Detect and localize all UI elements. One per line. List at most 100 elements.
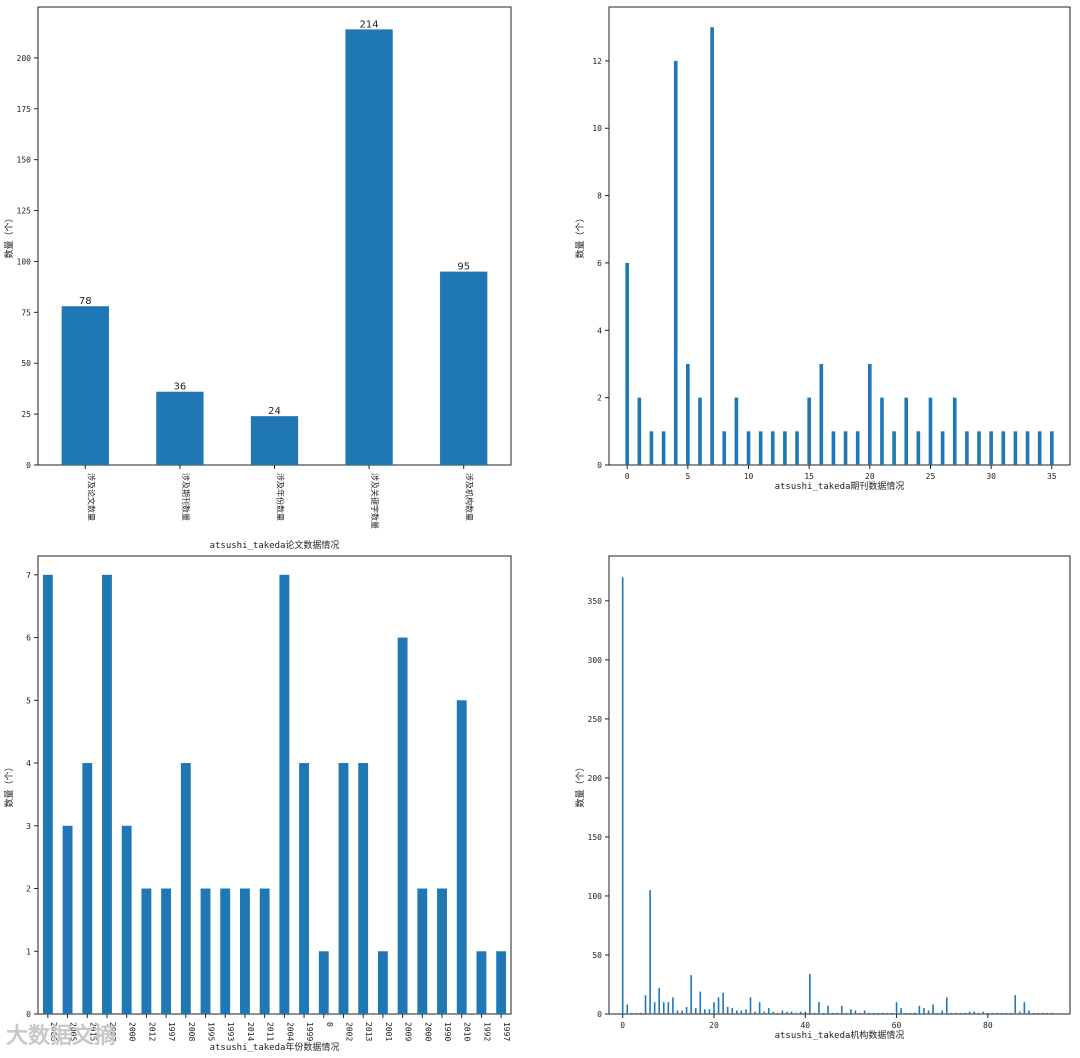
x-tick-label-3: 2008 [187, 1022, 196, 1041]
bar-19 [855, 431, 860, 465]
bar-45 [827, 1005, 829, 1014]
bar-35 [781, 1010, 784, 1014]
bar-0 [621, 577, 624, 1014]
bar-79 [982, 1011, 985, 1014]
y-tick-label-2: 10 [592, 124, 602, 133]
bar-27 [745, 1009, 747, 1014]
bar-33 [1025, 431, 1030, 465]
x-tick-label-4: 60 [892, 1021, 902, 1030]
bar-data-label-2: 36 [174, 382, 187, 393]
bar-43 [818, 1002, 820, 1014]
bar-4 [673, 60, 678, 465]
bar-24 [731, 1008, 734, 1014]
x-tick-label-3: 1992 [482, 1022, 491, 1041]
bar-65 [918, 1005, 921, 1014]
bar-2 [62, 825, 73, 1014]
x-tick-label-3: 1999 [305, 1022, 314, 1041]
bar-14 [795, 431, 799, 465]
bar-66 [923, 1008, 925, 1014]
bar-5 [686, 363, 690, 465]
bar-10 [220, 888, 231, 1014]
bar-29 [754, 1011, 756, 1014]
x-tick-label-3: 2013 [364, 1022, 373, 1041]
y-tick-label-3: 0 [26, 1010, 31, 1019]
bar-14 [685, 1006, 688, 1014]
y-tick-label-1: 25 [21, 410, 31, 419]
bar-24 [916, 431, 921, 465]
bar-38 [795, 1012, 797, 1014]
bar-68 [932, 1004, 934, 1014]
bar-17 [358, 763, 369, 1014]
bar-88 [1023, 1002, 1026, 1014]
bar-10 [667, 1002, 670, 1014]
bar-33 [772, 1011, 775, 1014]
bar-93 [1046, 1012, 1048, 1014]
x-tick-label-2: 10 [744, 472, 754, 481]
y-tick-label-4: 250 [588, 715, 603, 724]
bar-28 [749, 997, 752, 1014]
bar-16 [819, 363, 824, 465]
bar-63 [909, 1012, 912, 1014]
bar-10 [746, 431, 751, 465]
x-axis-label-4: atsushi_takeda机构数据情况 [775, 1029, 905, 1041]
x-tick-label-3: 2006 [49, 1022, 58, 1041]
y-tick-label-1: 150 [17, 156, 32, 165]
x-tick-label-3: 2007 [108, 1022, 117, 1041]
bar-11 [758, 431, 763, 465]
bar-90 [1032, 1012, 1035, 1014]
bar-15 [318, 951, 329, 1014]
x-tick-label: 涉及期刊数量 [181, 473, 191, 521]
y-tick-label-3: 4 [26, 759, 31, 768]
bar-26 [940, 431, 945, 465]
bar-67 [927, 1010, 930, 1014]
bar-32 [767, 1008, 770, 1014]
bar-18 [704, 1009, 706, 1014]
bar-9 [200, 888, 211, 1014]
bar-23 [476, 951, 487, 1014]
bar-5 [644, 995, 647, 1014]
bar-17 [699, 991, 702, 1014]
x-tick-label-3: 2000 [128, 1022, 137, 1041]
x-tick-label-3: 1990 [443, 1022, 452, 1041]
bar-55 [872, 1012, 875, 1014]
bar-16 [338, 763, 349, 1014]
x-tick-label-3: 1993 [226, 1022, 235, 1041]
bar-49 [845, 1012, 848, 1014]
bar-21 [717, 997, 720, 1014]
x-tick-label: 涉及论文数量 [86, 473, 96, 521]
y-tick-label-4: 0 [597, 1010, 602, 1019]
bar-12 [259, 888, 270, 1014]
bar-50 [850, 1009, 852, 1014]
x-tick-label: 涉及关键字数量 [370, 473, 380, 529]
bar-28 [965, 431, 969, 465]
bar-36 [786, 1011, 788, 1014]
bar-0 [625, 262, 630, 465]
x-tick-label-3: 1997 [502, 1022, 511, 1041]
bar-32 [1013, 431, 1018, 465]
bar-58 [886, 1012, 889, 1014]
bar-75 [964, 1012, 966, 1014]
y-axis-label-4: 数量（个） [574, 762, 586, 807]
y-tick-label-1: 75 [21, 308, 31, 317]
bar-3 [82, 763, 93, 1014]
bar-1 [42, 574, 53, 1014]
x-tick-label: 涉及年份数量 [276, 473, 286, 521]
x-tick-label-3: 2012 [147, 1022, 156, 1041]
bar-85 [1009, 1012, 1012, 1014]
x-tick-label-3: 2009 [404, 1022, 413, 1041]
bar-19 [397, 637, 408, 1014]
x-tick-label-3: 2011 [266, 1022, 275, 1041]
bar-29 [977, 431, 981, 465]
y-tick-label-1: 0 [26, 461, 31, 470]
x-tick-label-4: 80 [983, 1021, 993, 1030]
y-tick-label-3: 1 [26, 947, 31, 956]
bar-46 [831, 1012, 834, 1014]
plot-frame-4 [608, 555, 1071, 1015]
bar-34 [777, 1012, 779, 1014]
bar-51 [854, 1010, 857, 1014]
bar-48 [840, 1005, 843, 1014]
bar-77 [973, 1011, 975, 1014]
y-tick-label-1: 50 [21, 359, 31, 368]
bar-5 [440, 271, 488, 465]
y-tick-label-4: 300 [588, 656, 603, 665]
